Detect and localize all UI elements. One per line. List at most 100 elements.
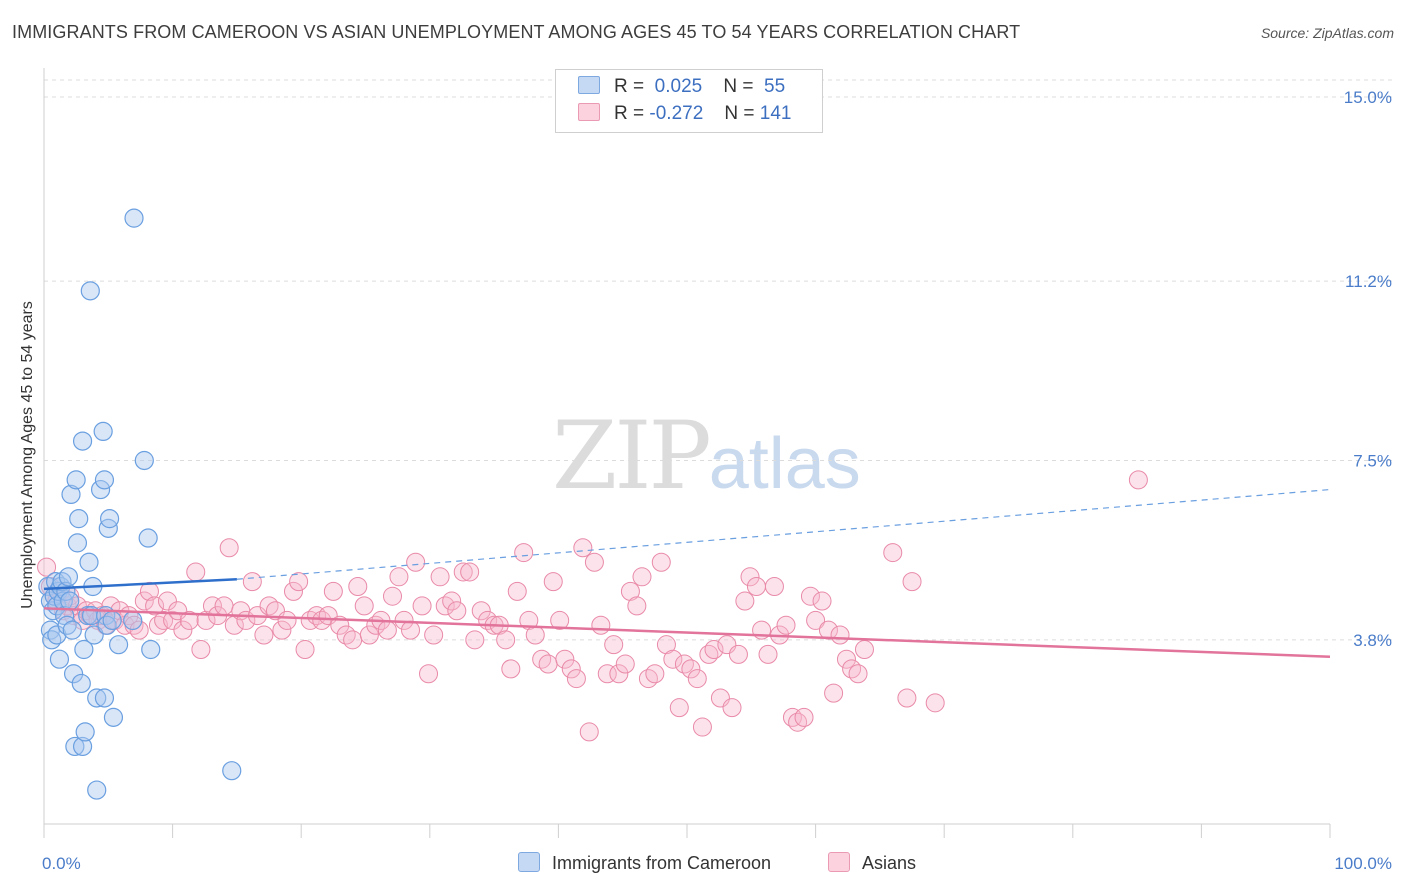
legend-row-asians: R = -0.272 N = 141 xyxy=(578,103,791,127)
asians-point xyxy=(656,635,676,655)
asians-point xyxy=(555,649,575,669)
asians-point xyxy=(163,610,183,630)
asians-point xyxy=(354,596,374,616)
watermark-atlas: atlas xyxy=(708,424,861,504)
cameroon-point xyxy=(141,639,161,660)
asians-point xyxy=(295,640,315,660)
cameroon-point xyxy=(102,610,122,631)
y-tick-label: 3.8% xyxy=(1353,631,1392,650)
asians-point xyxy=(343,630,363,650)
chart-title: IMMIGRANTS FROM CAMEROON VS ASIAN UNEMPL… xyxy=(12,22,1021,42)
asians-point xyxy=(1128,470,1148,490)
asians-trend-line xyxy=(43,607,1331,659)
asians-point xyxy=(259,596,279,616)
asians-point xyxy=(186,562,206,582)
cameroon-point xyxy=(72,431,93,451)
cameroon-point xyxy=(65,736,85,757)
cameroon-point xyxy=(87,688,107,708)
asians-point xyxy=(272,620,292,640)
cameroon-point xyxy=(222,761,242,781)
cameroon-trend-extension xyxy=(236,488,1331,580)
asians-point xyxy=(842,659,862,679)
asians-point xyxy=(704,640,724,660)
asians-point xyxy=(525,625,545,645)
asians-point xyxy=(179,610,199,630)
watermark-zip: ZIP xyxy=(552,402,712,511)
asians-point xyxy=(435,596,455,616)
asians-point xyxy=(836,649,856,669)
asians-point xyxy=(460,562,480,582)
asians-point xyxy=(254,625,274,645)
asians-point xyxy=(514,543,534,563)
asians-point xyxy=(579,722,599,742)
asians-point xyxy=(740,567,760,587)
asians-point xyxy=(561,659,581,679)
asians-point xyxy=(501,659,521,679)
asians-point xyxy=(824,683,844,703)
legend-n-value: 141 xyxy=(759,103,792,124)
asians-point xyxy=(806,610,826,630)
asians-point xyxy=(609,664,629,684)
bottom-legend-swatch-cameroon xyxy=(518,852,540,872)
asians-point xyxy=(800,586,820,606)
asians-point xyxy=(722,698,742,718)
asians-point xyxy=(566,669,586,689)
asians-point xyxy=(925,693,945,713)
cameroon-point xyxy=(108,635,129,655)
y-tick-label: 7.5% xyxy=(1353,451,1392,470)
asians-point xyxy=(447,601,467,621)
asians-point xyxy=(591,615,611,635)
asians-point xyxy=(214,596,234,616)
asians-point xyxy=(377,620,397,640)
cameroon-point xyxy=(79,552,99,572)
cameroon-point xyxy=(84,625,104,645)
asians-point xyxy=(632,567,652,587)
asians-point xyxy=(788,712,808,732)
asians-point xyxy=(883,543,903,563)
asians-point xyxy=(519,610,539,630)
asians-point xyxy=(336,625,356,645)
legend-n-label: N = xyxy=(723,76,754,97)
asians-point xyxy=(465,630,485,650)
asians-point xyxy=(348,577,368,597)
asians-point xyxy=(532,649,552,669)
cameroon-point xyxy=(75,722,95,742)
asians-point xyxy=(134,591,154,611)
legend-r-value: -0.272 xyxy=(649,103,704,124)
asians-point xyxy=(157,591,177,611)
asians-point xyxy=(37,557,57,577)
asians-point xyxy=(812,591,832,611)
asians-point xyxy=(735,591,755,611)
asians-point xyxy=(651,552,671,572)
cameroon-point xyxy=(72,736,93,757)
cameroon-point xyxy=(63,664,84,684)
cameroon-point xyxy=(80,281,100,301)
asians-point xyxy=(430,567,450,587)
y-tick-label: 11.2% xyxy=(1345,272,1392,291)
cameroon-point xyxy=(94,688,115,708)
asians-point xyxy=(412,596,432,616)
cameroon-point xyxy=(90,479,111,500)
asians-point xyxy=(830,625,850,645)
asians-point xyxy=(538,654,558,674)
asians-point xyxy=(764,577,784,597)
legend-r-label: R = xyxy=(614,76,645,97)
asians-point xyxy=(728,644,748,664)
asians-point xyxy=(687,669,707,689)
asians-point xyxy=(289,572,309,592)
asians-point xyxy=(424,625,444,645)
asians-point xyxy=(550,610,570,630)
cameroon-point xyxy=(49,649,70,669)
asians-point xyxy=(196,610,216,630)
cameroon-point xyxy=(67,533,88,553)
asians-point xyxy=(669,698,689,718)
bottom-legend-cameroon: Immigrants from Cameroon xyxy=(518,852,771,874)
asians-point xyxy=(401,620,421,640)
asians-point xyxy=(897,688,917,708)
legend-n-value: 55 xyxy=(764,76,786,97)
asians-point xyxy=(615,654,635,674)
asians-point xyxy=(638,669,658,689)
asians-point xyxy=(794,707,814,727)
asians-point xyxy=(848,664,868,684)
